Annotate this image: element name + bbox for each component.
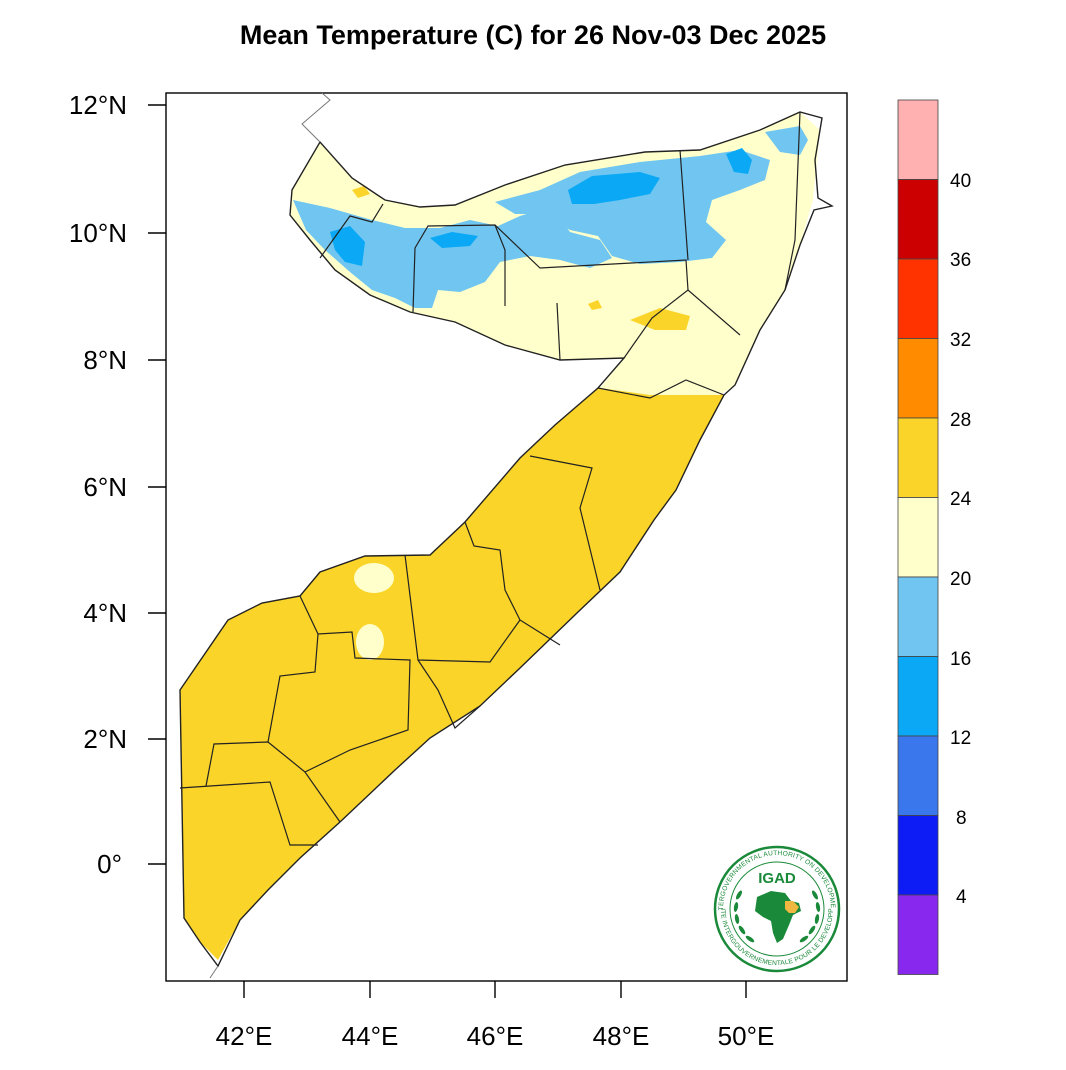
cool-zone-east bbox=[765, 126, 808, 155]
warm-patch-nw bbox=[352, 186, 370, 198]
cold-core-central bbox=[568, 172, 660, 204]
neighbour-border-west bbox=[209, 965, 219, 979]
admin-boundaries bbox=[179, 111, 801, 846]
colorbar-label-36: 36 bbox=[950, 250, 971, 271]
southern-region-fill bbox=[180, 388, 724, 960]
map-plot-area bbox=[165, 92, 848, 982]
colorbar-label-32: 32 bbox=[950, 330, 971, 351]
colorbar bbox=[897, 99, 939, 975]
colorbar-box-6 bbox=[897, 576, 939, 657]
colorbar-label-16: 16 bbox=[950, 649, 971, 670]
lon-label-42e: 42°E bbox=[216, 1021, 273, 1051]
lat-label-6n: 6°N bbox=[83, 472, 127, 502]
lat-label-2n: 2°N bbox=[83, 724, 127, 754]
mild-spot-1 bbox=[354, 563, 394, 593]
colorbar-box-4 bbox=[897, 417, 939, 498]
colorbar-box-2 bbox=[897, 258, 939, 339]
lon-axis bbox=[243, 981, 747, 998]
colorbar-box-3 bbox=[897, 338, 939, 419]
lat-label-12n: 12°N bbox=[69, 90, 127, 120]
colorbar-label-12: 12 bbox=[950, 728, 971, 749]
logo-name: IGAD bbox=[758, 870, 796, 887]
lat-axis bbox=[148, 104, 166, 865]
igad-logo: INTERGOVERNMENTAL AUTHORITY ON DEVELOPME… bbox=[713, 845, 841, 973]
lon-label-50e: 50°E bbox=[718, 1021, 775, 1051]
colorbar-box-10 bbox=[897, 894, 939, 975]
logo-wreath-icon bbox=[733, 890, 821, 943]
colorbar-label-24: 24 bbox=[950, 489, 972, 510]
warm-patch-small bbox=[588, 300, 602, 310]
cold-core-east bbox=[726, 148, 752, 174]
lon-tick-labels: 42°E 44°E 46°E 48°E 50°E bbox=[216, 1021, 775, 1051]
colorbar-label-20: 20 bbox=[950, 569, 971, 590]
colorbar-box-0 bbox=[897, 99, 939, 180]
colorbar-label-8: 8 bbox=[956, 808, 967, 829]
colorbar-box-7 bbox=[897, 656, 939, 737]
warm-patch-north bbox=[630, 308, 690, 330]
colorbar-labels: 40 36 32 28 24 20 16 12 8 4 bbox=[950, 171, 972, 908]
lon-label-46e: 46°E bbox=[467, 1021, 524, 1051]
cool-zone-west bbox=[293, 200, 612, 308]
colorbar-label-4: 4 bbox=[956, 887, 967, 908]
lon-label-44e: 44°E bbox=[342, 1021, 399, 1051]
colorbar-box-1 bbox=[897, 179, 939, 260]
lon-label-48e: 48°E bbox=[593, 1021, 650, 1051]
lat-label-10n: 10°N bbox=[69, 218, 127, 248]
cold-core-central-west bbox=[430, 232, 478, 248]
lat-label-4n: 4°N bbox=[83, 598, 127, 628]
logo-horn-highlight bbox=[785, 901, 799, 913]
colorbar-box-9 bbox=[897, 815, 939, 896]
cool-zone-central bbox=[495, 150, 770, 264]
country-coastline bbox=[179, 111, 834, 968]
lat-label-8n: 8°N bbox=[83, 345, 127, 375]
colorbar-label-40: 40 bbox=[950, 171, 971, 192]
colorbar-box-8 bbox=[897, 735, 939, 816]
neighbour-border-north bbox=[301, 92, 331, 143]
mild-spot-2 bbox=[356, 624, 384, 660]
colorbar-label-28: 28 bbox=[950, 410, 971, 431]
map-title: Mean Temperature (C) for 26 Nov-03 Dec 2… bbox=[239, 20, 827, 50]
colorbar-box-5 bbox=[897, 497, 939, 578]
lat-label-0: 0° bbox=[97, 849, 122, 879]
lat-tick-labels: 12°N 10°N 8°N 6°N 4°N 2°N 0° bbox=[69, 90, 127, 879]
cold-core-west bbox=[330, 226, 365, 266]
